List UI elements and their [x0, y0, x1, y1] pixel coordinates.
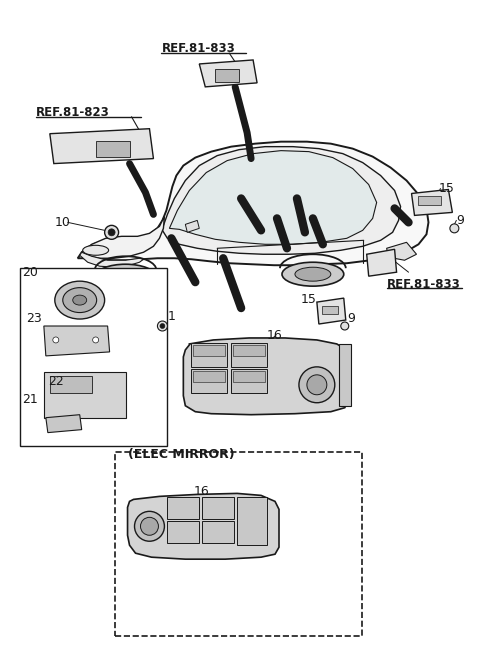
Polygon shape: [46, 415, 82, 432]
Polygon shape: [82, 216, 165, 258]
Ellipse shape: [108, 269, 143, 283]
Polygon shape: [78, 141, 429, 265]
Ellipse shape: [83, 245, 108, 255]
Text: REF.81-833: REF.81-833: [161, 43, 235, 56]
Text: 21: 21: [22, 393, 37, 406]
Polygon shape: [185, 220, 199, 233]
Bar: [168, 497, 199, 519]
Text: 22: 22: [48, 375, 63, 388]
Text: 1: 1: [168, 310, 175, 322]
Text: 20: 20: [22, 266, 38, 278]
Bar: [192, 369, 227, 393]
Polygon shape: [367, 250, 396, 276]
Polygon shape: [386, 242, 417, 260]
Bar: [233, 345, 265, 356]
Bar: [231, 343, 267, 367]
Polygon shape: [162, 147, 401, 254]
Bar: [237, 497, 267, 545]
Polygon shape: [44, 326, 109, 356]
Text: 16: 16: [267, 329, 283, 343]
Ellipse shape: [63, 288, 96, 312]
Bar: [115, 451, 362, 636]
Circle shape: [160, 324, 165, 329]
Ellipse shape: [96, 264, 156, 288]
Circle shape: [134, 512, 165, 541]
Circle shape: [341, 322, 349, 330]
Text: 16: 16: [193, 485, 209, 498]
Circle shape: [105, 225, 119, 239]
Bar: [193, 345, 225, 356]
Circle shape: [450, 224, 459, 233]
Bar: [192, 343, 227, 367]
Bar: [202, 521, 234, 543]
Bar: [50, 376, 92, 393]
Text: (ELEC MIRROR): (ELEC MIRROR): [128, 448, 234, 461]
Circle shape: [53, 337, 59, 343]
Bar: [215, 69, 239, 82]
Bar: [339, 344, 351, 405]
Polygon shape: [183, 338, 349, 415]
Bar: [418, 196, 442, 206]
Circle shape: [141, 517, 158, 535]
Text: 9: 9: [456, 214, 464, 227]
Circle shape: [108, 229, 115, 236]
Bar: [168, 521, 199, 543]
Text: REF.81-823: REF.81-823: [36, 106, 109, 119]
Text: 9: 9: [347, 312, 355, 324]
Ellipse shape: [73, 295, 87, 305]
Polygon shape: [169, 151, 377, 244]
Text: 15: 15: [301, 293, 317, 306]
Polygon shape: [50, 129, 154, 164]
Bar: [231, 369, 267, 393]
Text: 23: 23: [26, 312, 42, 324]
Text: 10: 10: [55, 216, 71, 229]
Polygon shape: [411, 189, 452, 215]
Bar: [202, 497, 234, 519]
Bar: [193, 371, 225, 382]
Ellipse shape: [55, 281, 105, 319]
Circle shape: [93, 337, 99, 343]
Ellipse shape: [282, 262, 344, 286]
Polygon shape: [80, 252, 144, 267]
Bar: [20, 268, 168, 445]
Ellipse shape: [295, 267, 331, 281]
Polygon shape: [128, 493, 279, 559]
Circle shape: [157, 321, 168, 331]
Text: REF.81-833: REF.81-833: [386, 278, 460, 291]
Bar: [233, 371, 265, 382]
Text: 15: 15: [438, 182, 454, 195]
Bar: [44, 372, 126, 418]
Bar: [96, 141, 130, 157]
Polygon shape: [317, 298, 346, 324]
Bar: [322, 306, 338, 314]
Circle shape: [299, 367, 335, 403]
Circle shape: [307, 375, 327, 395]
Polygon shape: [199, 60, 257, 87]
